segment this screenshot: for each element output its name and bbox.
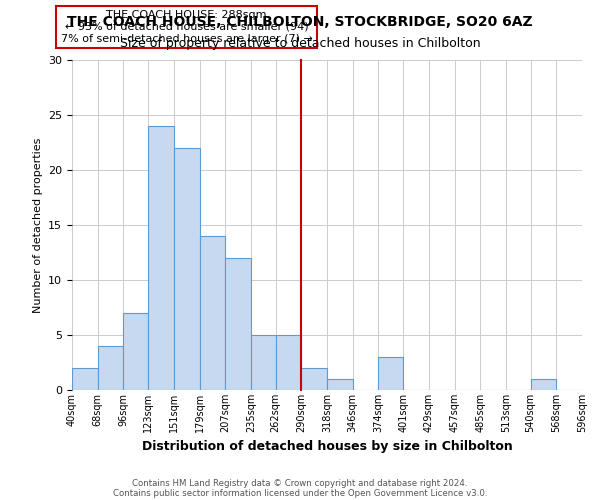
Bar (275, 335, 301, 390)
Bar (327, 379, 353, 390)
X-axis label: Distribution of detached houses by size in Chilbolton: Distribution of detached houses by size … (142, 440, 512, 454)
Bar (124, 313, 148, 390)
Text: Size of property relative to detached houses in Chilbolton: Size of property relative to detached ho… (119, 38, 481, 51)
Bar (200, 236, 225, 390)
Text: THE COACH HOUSE: 288sqm
← 93% of detached houses are smaller (94)
7% of semi-det: THE COACH HOUSE: 288sqm ← 93% of detache… (61, 10, 313, 43)
Text: THE COACH HOUSE, CHILBOLTON, STOCKBRIDGE, SO20 6AZ: THE COACH HOUSE, CHILBOLTON, STOCKBRIDGE… (67, 15, 533, 29)
Bar (251, 335, 275, 390)
Bar (174, 148, 200, 390)
Bar (225, 258, 251, 390)
Bar (379, 357, 403, 390)
Bar (301, 368, 327, 390)
Y-axis label: Number of detached properties: Number of detached properties (32, 138, 43, 312)
Bar (148, 126, 174, 390)
Bar (98, 346, 124, 390)
Text: Contains HM Land Registry data © Crown copyright and database right 2024.: Contains HM Land Registry data © Crown c… (132, 478, 468, 488)
Bar (72, 368, 98, 390)
Bar (530, 379, 556, 390)
Text: Contains public sector information licensed under the Open Government Licence v3: Contains public sector information licen… (113, 488, 487, 498)
